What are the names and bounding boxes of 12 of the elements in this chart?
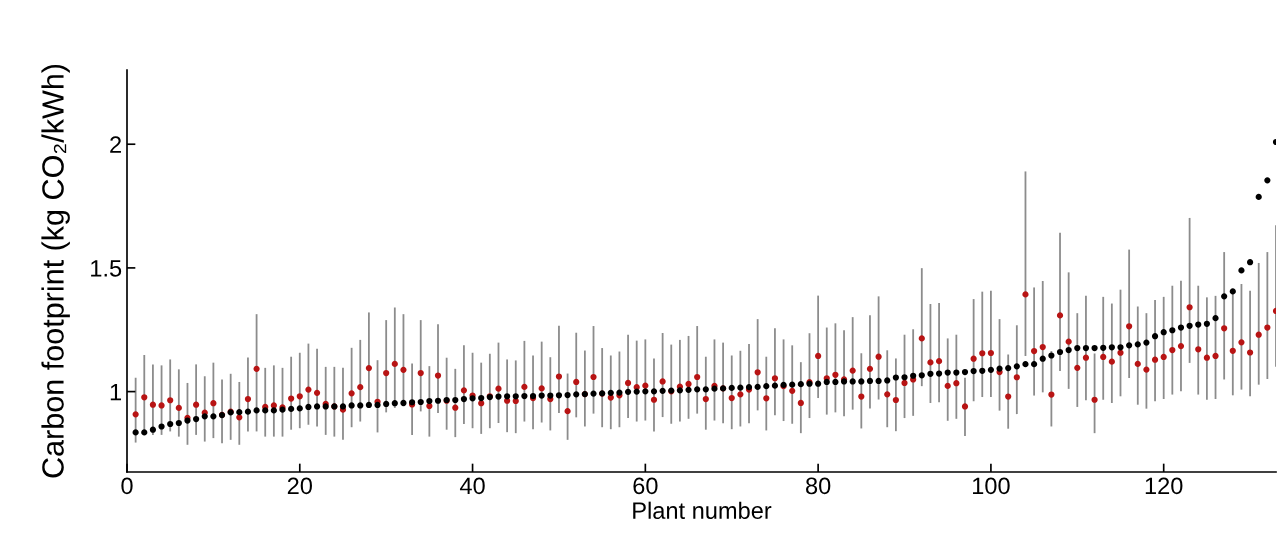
- x-tick-label: 0: [121, 477, 133, 495]
- x-tick-label: 120: [1145, 477, 1183, 495]
- x-axis-title: Plant number: [633, 501, 772, 519]
- y-tick-label: 1: [110, 383, 121, 401]
- x-tick-label: 40: [459, 477, 485, 495]
- x-tick-label: 60: [633, 477, 658, 495]
- x-tick-label: 100: [973, 477, 1010, 495]
- y-tick-label: 2: [110, 136, 121, 153]
- x-tick-label: 20: [287, 477, 312, 495]
- y-tick-label: 1.5: [91, 260, 122, 277]
- y-axis-title: Carbon footprint (kg CO₂/kWh): [41, 64, 70, 478]
- x-tick-label: 80: [806, 477, 831, 495]
